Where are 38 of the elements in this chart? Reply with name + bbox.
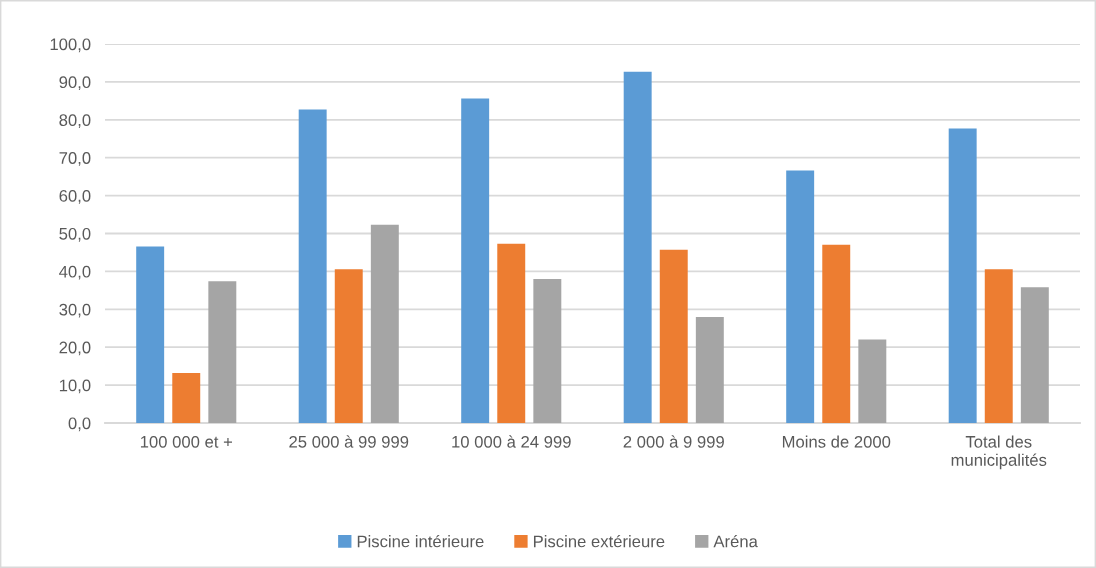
bar xyxy=(172,372,201,423)
y-tick-label: 60,0 xyxy=(59,190,91,204)
x-tick-label: 25 000 à 99 999 xyxy=(289,435,409,448)
y-tick-label: 30,0 xyxy=(59,303,91,318)
y-tick-label: 70,0 xyxy=(59,152,91,166)
x-tick-label: Moins de 2000 xyxy=(782,435,891,448)
y-tick-label: 20,0 xyxy=(59,341,91,356)
bar xyxy=(623,71,652,423)
bar xyxy=(136,246,165,423)
x-tick-label: 100 000 et + xyxy=(140,435,232,448)
x-tick-label: 10 000 à 24 999 xyxy=(452,435,571,448)
y-tick-label: 0,0 xyxy=(68,417,91,432)
x-tick-label: 2 000 à 9 999 xyxy=(623,435,724,448)
bar xyxy=(298,109,327,423)
bar xyxy=(370,224,399,423)
bar xyxy=(497,243,526,423)
bar xyxy=(858,339,887,423)
bar xyxy=(1020,287,1049,423)
bar xyxy=(208,281,237,423)
y-tick-label: 80,0 xyxy=(59,114,91,128)
bar xyxy=(786,170,815,423)
legend-label: Piscine intérieure xyxy=(357,534,484,548)
y-tick-label: 40,0 xyxy=(59,265,91,280)
bar xyxy=(695,316,724,423)
bar xyxy=(984,269,1013,423)
y-tick-label: 100,0 xyxy=(50,38,91,53)
bar xyxy=(948,128,977,423)
legend-label: Piscine extérieure xyxy=(533,534,665,548)
bar xyxy=(659,249,688,423)
x-tick-label: Total des municipalités xyxy=(951,435,1047,470)
bar xyxy=(461,98,490,423)
y-tick-label: 50,0 xyxy=(59,227,91,242)
bar xyxy=(533,278,562,423)
legend-label: Aréna xyxy=(713,534,758,548)
bar xyxy=(334,269,363,423)
y-tick-label: 90,0 xyxy=(59,76,91,91)
bar xyxy=(822,244,851,423)
y-tick-label: 10,0 xyxy=(59,379,91,394)
